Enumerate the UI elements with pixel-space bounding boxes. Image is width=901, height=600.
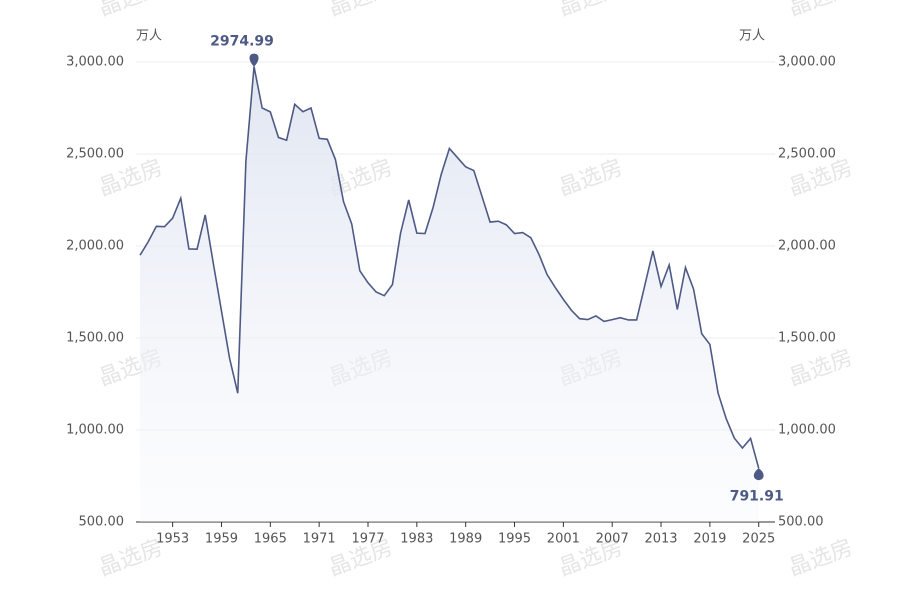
value-label: 2974.99 — [210, 34, 274, 50]
watermark: 晶选房 — [786, 0, 857, 21]
x-tick-label: 1971 — [303, 532, 336, 547]
point-marker — [249, 53, 259, 67]
value-label: 791.91 — [730, 488, 784, 504]
watermark: 晶选房 — [326, 0, 397, 21]
watermark: 晶选房 — [556, 0, 627, 21]
x-tick-label: 1953 — [156, 532, 189, 547]
y2-tick-label: 2,500.00 — [778, 147, 836, 162]
y-unit: 万人 — [136, 29, 162, 44]
x-tick-label: 2007 — [596, 532, 629, 547]
watermark: 晶选房 — [786, 345, 857, 391]
y2-tick-label: 1,000.00 — [778, 423, 836, 438]
x-tick-label: 1959 — [205, 532, 238, 547]
watermark: 晶选房 — [786, 535, 857, 581]
x-tick-label: 1983 — [400, 532, 433, 547]
y-tick-label: 3,000.00 — [66, 55, 124, 70]
watermark: 晶选房 — [96, 155, 167, 201]
y-tick-label: 1,500.00 — [66, 331, 124, 346]
y2-tick-label: 3,000.00 — [778, 55, 836, 70]
y2-tick-label: 2,000.00 — [778, 239, 836, 254]
point-marker — [753, 468, 764, 481]
y2-tick-label: 1,500.00 — [778, 331, 836, 346]
y-tick-label: 2,500.00 — [66, 147, 124, 162]
y2-unit: 万人 — [739, 29, 765, 44]
x-tick-label: 1995 — [498, 532, 531, 547]
x-tick-label: 2013 — [644, 532, 677, 547]
x-tick-label: 2025 — [742, 532, 775, 547]
area — [140, 66, 759, 522]
y-tick-label: 500.00 — [79, 515, 125, 530]
y2-tick-label: 500.00 — [778, 515, 824, 530]
line — [139, 66, 760, 469]
x-tick-label: 1965 — [254, 532, 287, 547]
x-tick-label: 2001 — [547, 532, 580, 547]
watermark: 晶选房 — [96, 0, 167, 21]
x-ticks: 1953 1959 1965 1971 1977 1983 1989 1995 2001 2007… — [156, 522, 775, 547]
x-tick-label: 1989 — [449, 532, 482, 547]
watermark: 晶选房 — [556, 155, 627, 201]
x-tick-label: 2019 — [693, 532, 726, 547]
y-tick-label: 1,000.00 — [66, 423, 124, 438]
watermark: 晶选房 — [786, 155, 857, 201]
x-tick-label: 1977 — [351, 532, 384, 547]
y-tick-label: 2,000.00 — [66, 239, 124, 254]
